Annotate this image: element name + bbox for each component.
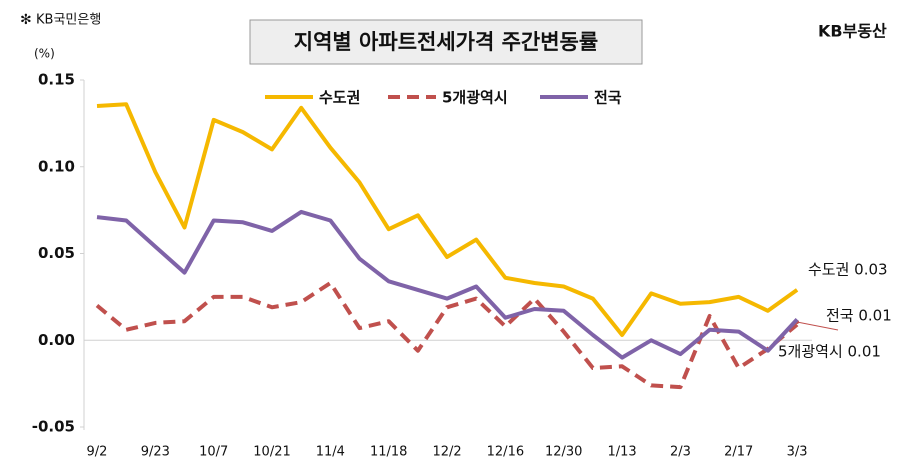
x-tick-label: 9/23 — [141, 445, 170, 460]
y-tick-label: -0.05 — [32, 418, 75, 436]
x-tick-label: 1/13 — [607, 445, 636, 460]
x-tick-label: 10/21 — [253, 445, 290, 460]
y-tick-label: 0.15 — [38, 71, 75, 89]
x-tick-label: 12/30 — [545, 445, 582, 460]
x-tick-label: 9/2 — [87, 445, 108, 460]
series-line — [96, 102, 799, 337]
title-box — [249, 19, 643, 65]
x-tick-label: 11/18 — [370, 445, 407, 460]
series-line — [96, 209, 799, 360]
brand-right: KB부동산 — [818, 22, 887, 41]
y-tick-label: 0.00 — [38, 331, 75, 349]
legend-label: 전국 — [594, 89, 622, 107]
x-tick-label: 10/7 — [199, 445, 228, 460]
y-tick-label: 0.10 — [38, 157, 75, 175]
brand-left: KB국민은행 — [36, 12, 101, 28]
x-tick-label: 3/3 — [787, 445, 808, 460]
x-tick-label: 2/17 — [724, 445, 753, 460]
x-tick-label: 11/4 — [316, 445, 345, 460]
y-unit: (%) — [34, 47, 55, 61]
y-tick-label: 0.05 — [38, 244, 75, 262]
x-tick-label: 2/3 — [670, 445, 691, 460]
x-tick-label: 12/16 — [487, 445, 524, 460]
legend-label: 5개광역시 — [442, 89, 508, 107]
end-label: 수도권 0.03 — [808, 261, 888, 279]
pointer — [796, 321, 839, 331]
end-label: 전국 0.01 — [826, 307, 892, 325]
x-tick-label: 12/2 — [432, 445, 461, 460]
end-label: 5개광역시 0.01 — [778, 343, 881, 361]
chart-title: 지역별 아파트전세가격 주간변동률 — [294, 30, 598, 54]
series-line — [95, 281, 799, 390]
legend-label: 수도권 — [319, 89, 360, 107]
bank-icon: ✻ — [20, 12, 32, 28]
